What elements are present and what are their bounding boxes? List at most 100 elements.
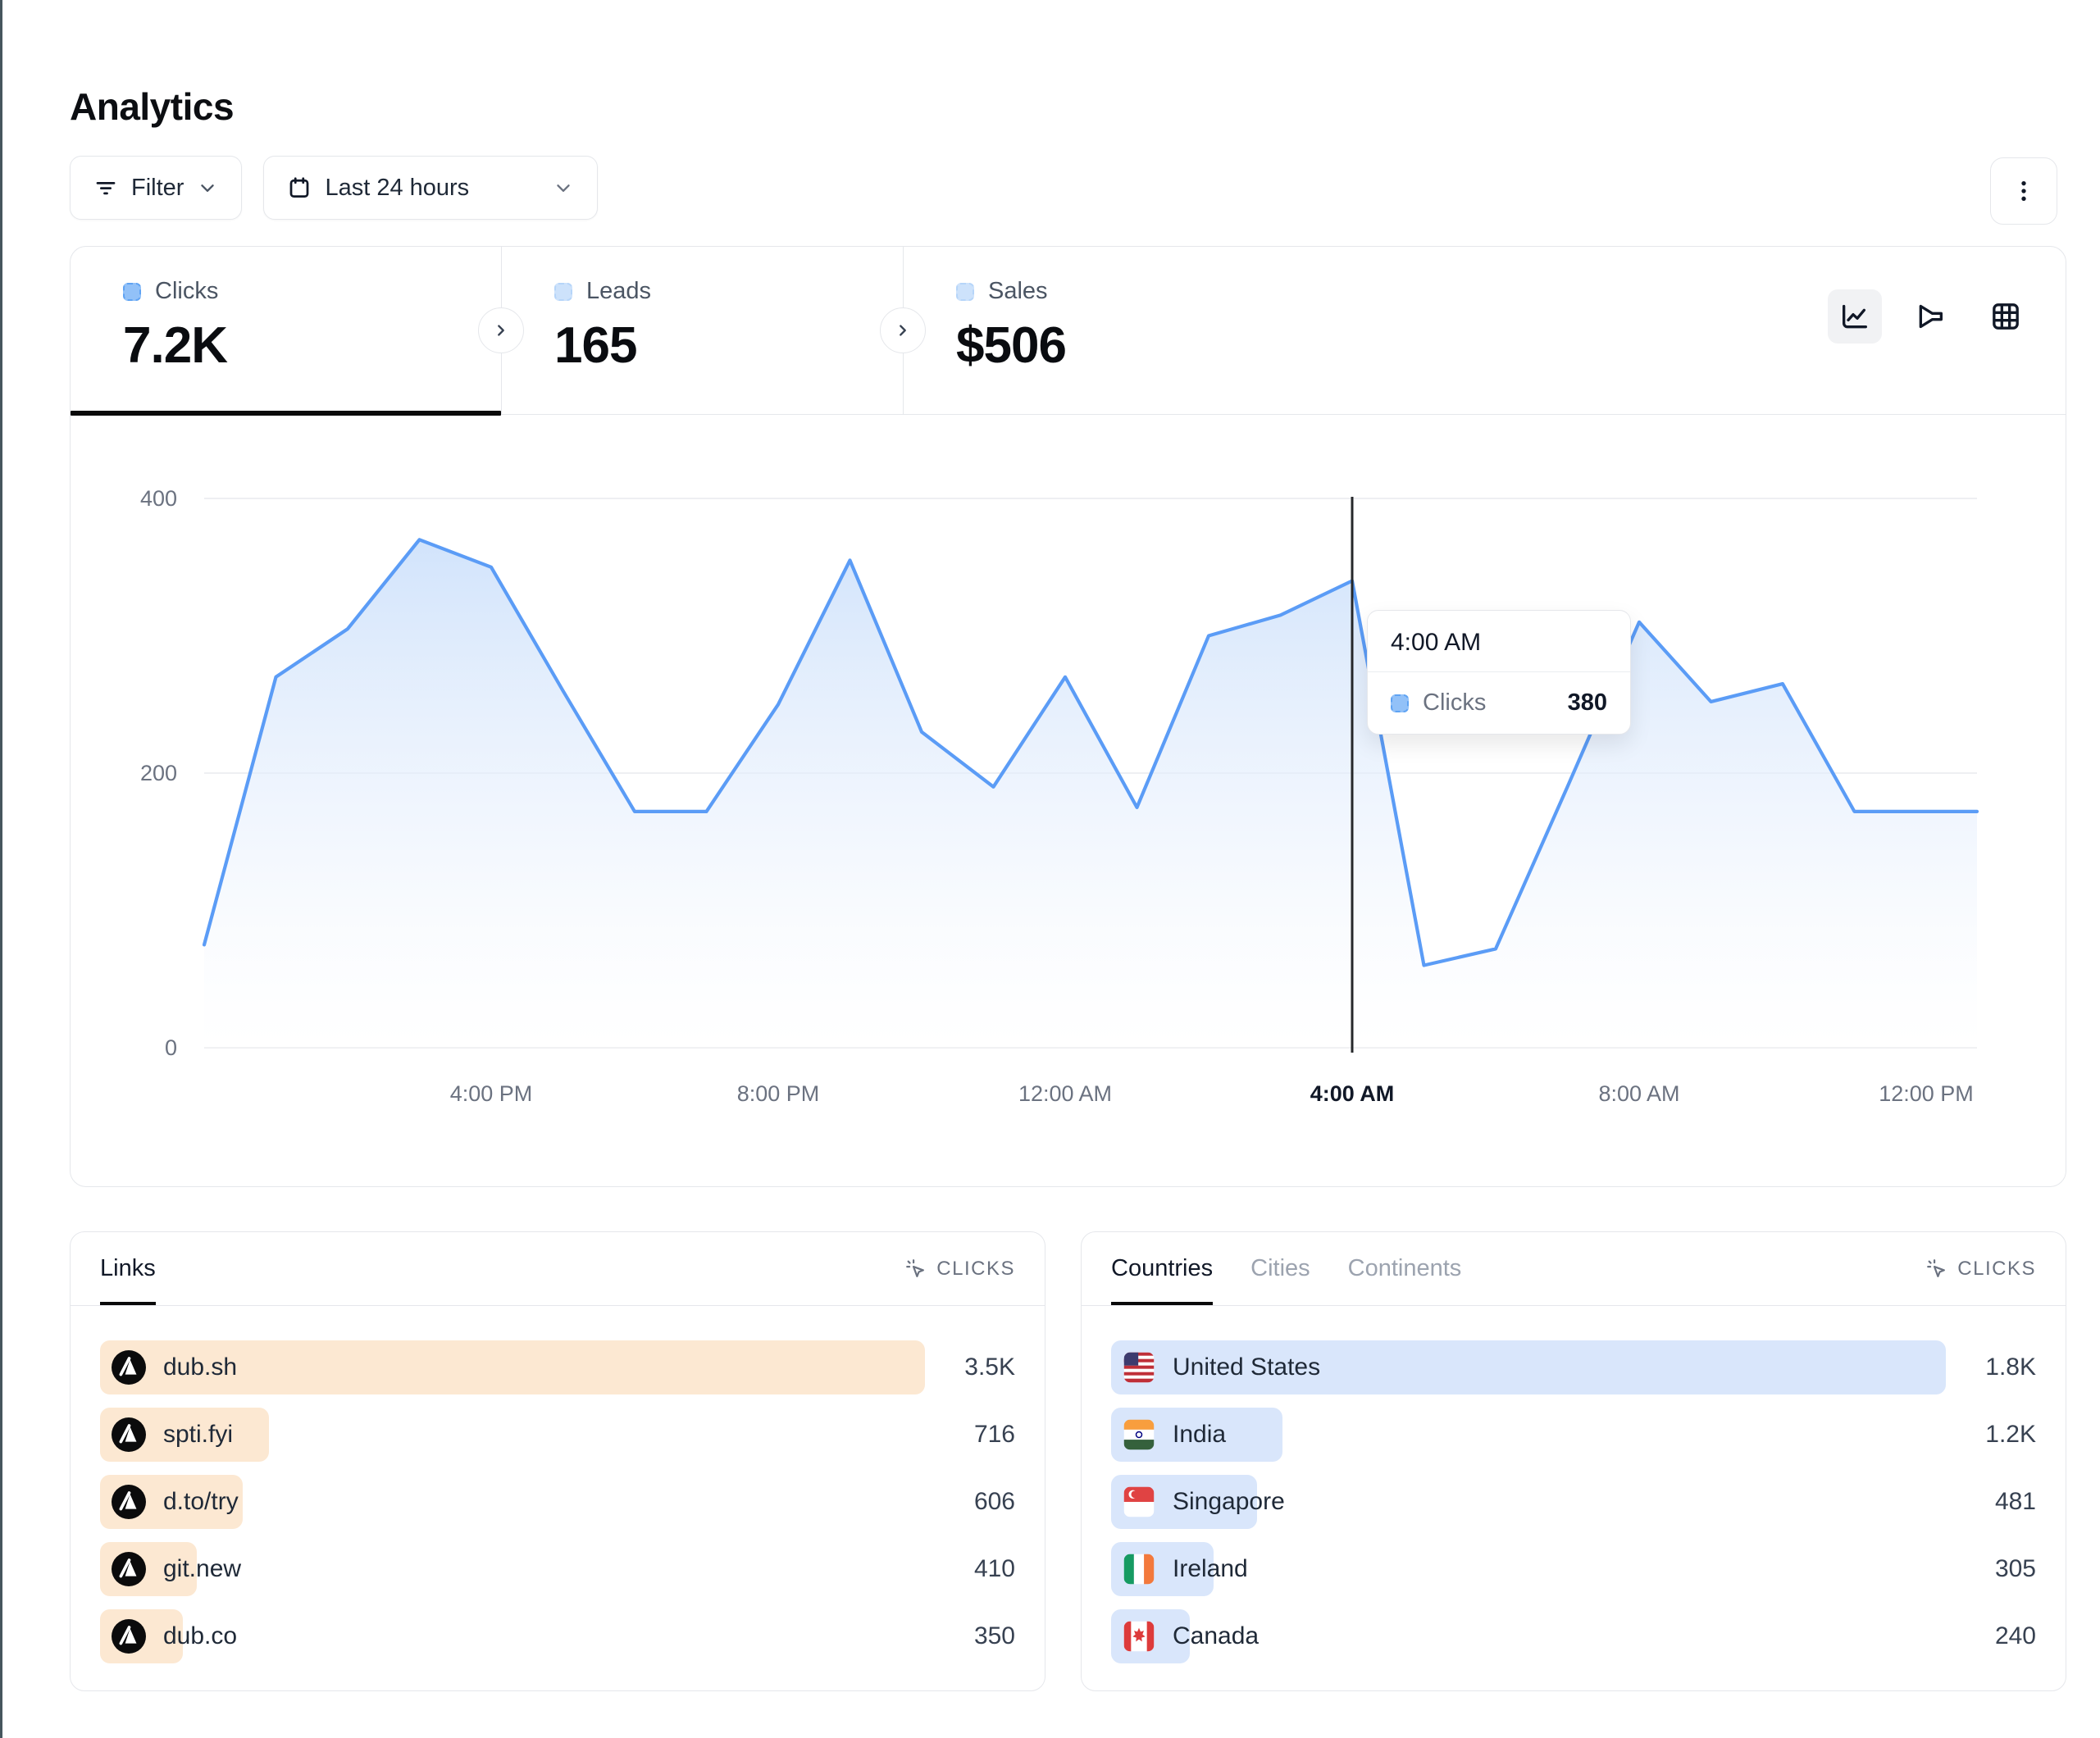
link-row-git.new[interactable]: git.new 410 [100, 1542, 1015, 1596]
row-label: Singapore [1173, 1488, 1285, 1515]
clicks-series-line [202, 538, 1979, 967]
tab-links[interactable]: Links [100, 1232, 156, 1305]
x-tick-label-4:00 AM: 4:00 AM [1310, 1081, 1395, 1106]
leads-tab-expand-button[interactable] [880, 307, 926, 353]
row-value: 3.5K [964, 1354, 1015, 1381]
clicks-tab-label: Clicks [155, 278, 219, 304]
y-tick-label: 0 [165, 1035, 177, 1060]
row-bar-track: spti.fyi [100, 1408, 925, 1462]
row-bar-track: United States [1111, 1340, 1946, 1394]
links-panel-header: Links CLICKS [71, 1232, 1045, 1306]
clicks-series-area [204, 539, 1977, 1048]
continents-tab-label: Continents [1347, 1255, 1462, 1281]
x-tick-label-8:00 AM: 8:00 AM [1598, 1081, 1679, 1106]
country-row-Singapore[interactable]: Singapore 481 [1111, 1475, 2036, 1529]
row-value: 410 [973, 1555, 1015, 1582]
country-row-Ireland[interactable]: Ireland 305 [1111, 1542, 2036, 1596]
date-range-label: Last 24 hours [325, 174, 470, 201]
row-bar-track: dub.sh [100, 1340, 925, 1394]
leads-value: 165 [554, 317, 637, 374]
link-row-d.to/try[interactable]: d.to/try 606 [100, 1475, 1015, 1529]
active-tab-underline [71, 411, 501, 416]
line-chart-view-button[interactable] [1828, 289, 1882, 344]
tooltip-series-label: Clicks [1423, 689, 1487, 716]
row-value: 481 [1994, 1488, 2036, 1515]
in-flag-icon [1123, 1419, 1155, 1450]
row-value: 606 [973, 1488, 1015, 1515]
countries-list: United States 1.8K India 1.2K Singapore 481 Ir… [1082, 1306, 2066, 1663]
row-label: dub.co [163, 1622, 238, 1649]
clicks-area-chart[interactable]: 400 200 0 4:00 PM 8:00 PM 12:00 AM 4:00 AM 8:00… [71, 415, 2066, 1186]
tab-continents[interactable]: Continents [1348, 1232, 1462, 1305]
analytics-chart-card: Clicks 7.2K Leads 165 Sales $506 [70, 246, 2066, 1187]
row-value: 1.2K [1985, 1421, 2036, 1448]
kebab-menu-icon [2021, 181, 2026, 201]
links-metric-selector[interactable]: CLICKS [904, 1258, 1015, 1281]
x-tick-label-4:00 PM: 4:00 PM [450, 1081, 533, 1106]
tab-cities[interactable]: Cities [1250, 1232, 1310, 1305]
countries-metric-selector[interactable]: CLICKS [1925, 1258, 2036, 1281]
row-bar-track: Canada [1111, 1609, 1946, 1663]
window-edge [0, 0, 2, 1738]
row-bar-track: India [1111, 1408, 1946, 1462]
tooltip-legend-swatch [1391, 694, 1409, 712]
row-bar-track: Singapore [1111, 1475, 1946, 1529]
filter-icon [96, 182, 116, 195]
chevron-down-icon [557, 184, 571, 192]
clicks-tab-expand-button[interactable] [478, 307, 524, 353]
countries-tab-label: Countries [1111, 1255, 1214, 1281]
dub-logo-icon [112, 1552, 146, 1586]
chevron-down-icon [201, 184, 215, 192]
chart-tooltip: 4:00 AM Clicks 380 [1367, 610, 1631, 735]
tooltip-time: 4:00 AM [1368, 611, 1630, 672]
row-value: 350 [973, 1622, 1015, 1649]
row-content: Ireland [1123, 1542, 1248, 1596]
tooltip-value: 380 [1567, 689, 1607, 716]
link-row-spti.fyi[interactable]: spti.fyi 716 [100, 1408, 1015, 1462]
dub-logo-icon [112, 1485, 146, 1519]
row-value: 1.8K [1985, 1354, 2036, 1381]
countries-panel: Countries Cities Continents CLICKS Unite… [1081, 1231, 2066, 1691]
filter-button[interactable]: Filter [70, 156, 243, 220]
sales-legend-swatch [956, 282, 974, 301]
row-content: India [1123, 1408, 1226, 1462]
leads-tab-label: Leads [586, 278, 652, 304]
sales-value: $506 [956, 317, 1067, 374]
row-value: 240 [1994, 1622, 2036, 1649]
country-row-India[interactable]: India 1.2K [1111, 1408, 2036, 1462]
row-bar-track: Ireland [1111, 1542, 1946, 1596]
links-tab-label: Links [100, 1255, 156, 1281]
link-row-dub.sh[interactable]: dub.sh 3.5K [100, 1340, 1015, 1394]
x-tick-label-12:00 PM: 12:00 PM [1879, 1081, 1974, 1106]
leads-legend-swatch [554, 282, 572, 301]
row-content: United States [1123, 1340, 1320, 1394]
date-range-button[interactable]: Last 24 hours [263, 156, 599, 220]
row-label: spti.fyi [163, 1421, 234, 1448]
clicks-legend-swatch [123, 282, 141, 301]
line-chart-icon [1843, 304, 1867, 329]
countries-panel-header: Countries Cities Continents CLICKS [1082, 1232, 2066, 1306]
link-row-dub.co[interactable]: dub.co 350 [100, 1609, 1015, 1663]
links-list: dub.sh 3.5K spti.fyi 716 d.to/try 606 git.new 4… [71, 1306, 1045, 1663]
row-label: United States [1173, 1354, 1321, 1381]
tab-clicks[interactable]: Clicks 7.2K [71, 247, 501, 416]
funnel-view-button[interactable] [1903, 289, 1957, 344]
country-row-Canada[interactable]: Canada 240 [1111, 1609, 2036, 1663]
row-content: Canada [1123, 1609, 1259, 1663]
country-row-United States[interactable]: United States 1.8K [1111, 1340, 2036, 1394]
row-label: Ireland [1173, 1555, 1248, 1582]
row-label: India [1173, 1421, 1227, 1448]
x-tick-label-12:00 AM: 12:00 AM [1018, 1081, 1112, 1106]
more-options-button[interactable] [1990, 157, 2057, 225]
tab-countries[interactable]: Countries [1111, 1232, 1214, 1305]
row-content: d.to/try [112, 1475, 239, 1529]
row-content: dub.sh [112, 1340, 237, 1394]
row-label: dub.sh [163, 1354, 238, 1381]
cursor-click-icon [1927, 1258, 1946, 1277]
table-view-button[interactable] [1979, 289, 2033, 344]
tab-leads[interactable]: Leads 165 [501, 247, 903, 414]
cursor-click-icon [906, 1258, 925, 1277]
row-bar-track: d.to/try [100, 1475, 925, 1529]
row-content: dub.co [112, 1609, 237, 1663]
